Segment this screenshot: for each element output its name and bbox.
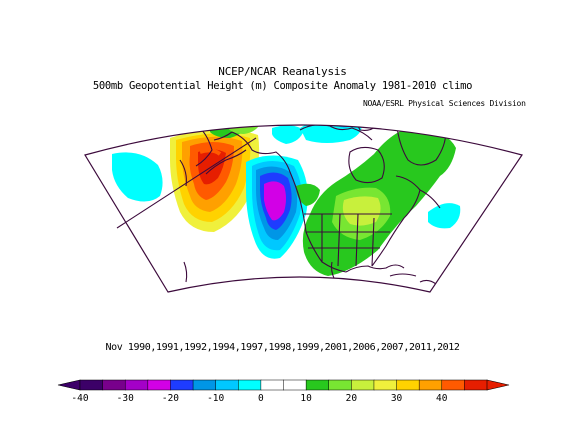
colorbar-tick-label: -10 — [207, 393, 224, 404]
colorbar-min-arrow — [57, 379, 81, 391]
colorbar-tick-label: 10 — [300, 393, 312, 404]
colorbar-tick-label: 20 — [346, 393, 358, 404]
colorbar-swatch — [215, 379, 239, 391]
colorbar-tick-label: -40 — [71, 393, 88, 404]
anomaly-neg-west — [112, 152, 163, 202]
colorbar-swatch — [464, 379, 488, 391]
colorbar-swatch — [192, 379, 217, 391]
figure-subtitle: 500mb Geopotential Height (m) Composite … — [92, 80, 473, 92]
colorbar-swatch — [124, 379, 149, 391]
colorbar-tick-label: 40 — [436, 393, 448, 404]
colorbar-swatch — [396, 379, 420, 391]
colorbar-max-arrow — [486, 379, 510, 391]
colorbar-swatch — [373, 379, 398, 391]
colorbar-swatch — [79, 379, 104, 391]
colorbar-swatch — [418, 379, 443, 391]
colorbar-swatch — [351, 379, 375, 391]
colorbar-tick-label: -20 — [162, 393, 179, 404]
credit-label: NOAA/ESRL Physical Sciences Division — [363, 99, 526, 108]
colorbar-tick-label: -30 — [117, 393, 134, 404]
colorbar-swatch — [238, 379, 262, 391]
anomaly-neg-atlantic — [428, 203, 461, 229]
colorbar-tick-label: 0 — [258, 393, 264, 404]
colorbar: -40 -30 -20 -10 0 10 20 30 40 — [57, 379, 510, 404]
colorbar-swatch — [147, 379, 171, 391]
meridian-line — [116, 137, 257, 229]
colorbar-tick-label: 30 — [391, 393, 403, 404]
colorbar-swatch — [441, 379, 465, 391]
colorbar-swatch — [170, 379, 194, 391]
colorbar-swatch — [328, 379, 352, 391]
colorbar-swatch — [102, 379, 126, 391]
composite-dates: Nov 1990,1991,1992,1994,1997,1998,1999,2… — [105, 342, 460, 353]
colorbar-swatch — [283, 379, 307, 391]
figure-title: NCEP/NCAR Reanalysis — [218, 65, 347, 78]
colorbar-swatch — [305, 379, 330, 391]
shaded-anomalies — [85, 125, 522, 292]
map-frame — [84, 124, 523, 293]
colorbar-swatch — [260, 379, 285, 391]
